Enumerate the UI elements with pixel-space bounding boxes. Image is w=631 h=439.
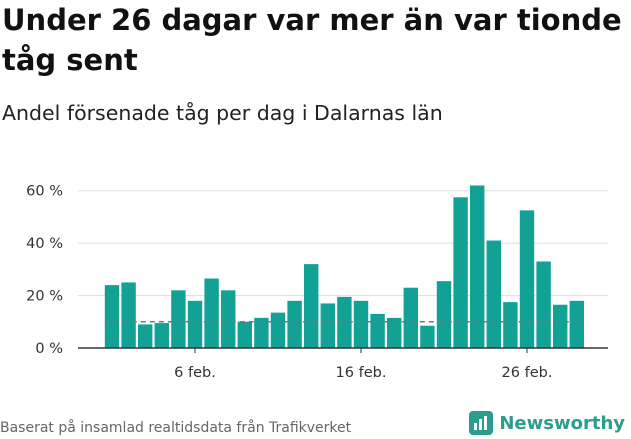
bar bbox=[436, 281, 452, 348]
x-axis-ticks: 6 feb. 16 feb. 26 feb. bbox=[174, 348, 552, 381]
y-tick-label: 20 % bbox=[26, 289, 63, 305]
bars bbox=[104, 185, 584, 348]
bar bbox=[470, 185, 485, 348]
bar bbox=[204, 278, 219, 348]
brand-name: Newsworthy bbox=[499, 412, 625, 434]
bar bbox=[121, 282, 136, 348]
bar bbox=[254, 317, 269, 348]
bar bbox=[370, 313, 385, 348]
bar bbox=[187, 300, 203, 348]
bar bbox=[403, 287, 418, 348]
bar bbox=[287, 300, 302, 348]
bar bbox=[138, 324, 153, 348]
grid-lines bbox=[78, 190, 608, 297]
bar bbox=[486, 240, 501, 348]
bar bbox=[519, 210, 535, 348]
bar bbox=[553, 304, 568, 348]
y-tick-label: 0 % bbox=[35, 341, 63, 357]
bar bbox=[154, 323, 169, 348]
chart-subtitle: Andel försenade tåg per dag i Dalarnas l… bbox=[2, 101, 443, 125]
x-tick-label: 26 feb. bbox=[502, 365, 553, 381]
bar bbox=[304, 264, 319, 348]
bar bbox=[353, 300, 369, 348]
bar bbox=[453, 197, 468, 348]
bar bbox=[171, 290, 186, 348]
bar bbox=[221, 290, 236, 348]
bar bbox=[387, 317, 402, 348]
bar bbox=[337, 296, 352, 348]
bar bbox=[420, 325, 435, 348]
bar bbox=[320, 303, 335, 348]
bar bbox=[270, 312, 286, 348]
brand-logo[interactable]: Newsworthy bbox=[469, 409, 625, 437]
y-tick-label: 40 % bbox=[26, 236, 63, 252]
bar-chart-logo-icon bbox=[469, 411, 494, 435]
x-tick-label: 6 feb. bbox=[174, 365, 216, 381]
bar bbox=[536, 261, 551, 348]
bar bbox=[503, 302, 518, 348]
x-tick-label: 16 feb. bbox=[336, 365, 387, 381]
chart-title: Under 26 dagar var mer än var tionde tåg… bbox=[2, 3, 622, 77]
y-axis-ticks: 0 % 20 % 40 % 60 % bbox=[26, 184, 63, 357]
source-note: Baserat på insamlad realtidsdata från Tr… bbox=[0, 420, 352, 436]
y-tick-label: 60 % bbox=[26, 184, 63, 200]
bar bbox=[569, 300, 584, 348]
bar bbox=[104, 285, 120, 348]
bar bbox=[237, 321, 252, 348]
